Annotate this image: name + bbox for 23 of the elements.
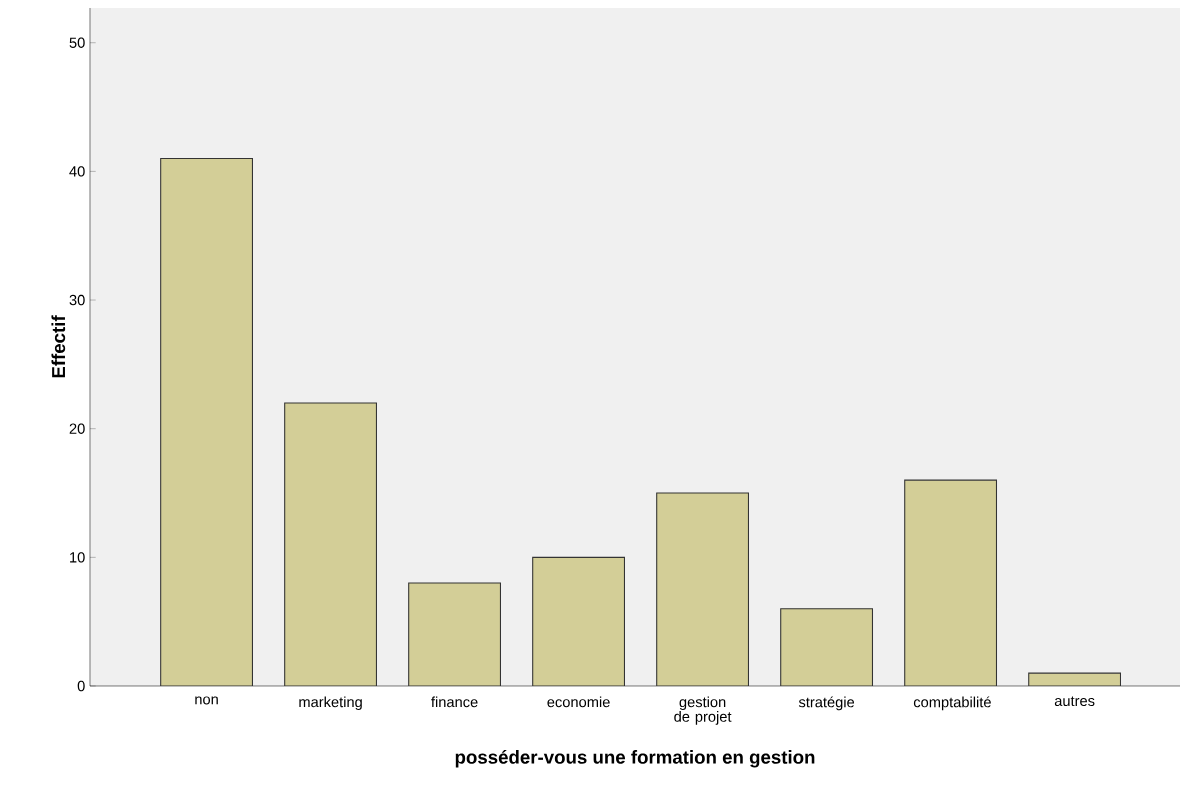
y-tick-label: 0 [77,680,85,692]
bar [532,556,626,686]
bar [780,608,874,686]
bar [656,492,750,686]
x-tick-label: finance [431,696,478,708]
x-tick-label: marketing [299,696,362,711]
x-axis-title: posséder-vous une formation en gestion [455,749,815,768]
y-tick-label: 40 [69,166,85,177]
bar [160,157,253,686]
y-axis-title: Effectif [51,315,66,378]
y-tick-label: 50 [69,37,85,48]
x-tick-label: economie [547,696,610,708]
bar [408,582,501,686]
bar [904,479,998,686]
x-tick-label: comptabilité [913,696,991,711]
x-tick-label: gestion de projet [674,696,732,725]
y-tick-label: 10 [70,552,85,563]
bar [284,402,377,686]
x-tick-label: non [195,696,218,705]
x-tick-label: autres [1054,696,1095,707]
x-tick-label: stratégie [798,696,855,711]
y-tick-label: 20 [69,423,85,434]
y-tick-label: 30 [69,294,85,306]
